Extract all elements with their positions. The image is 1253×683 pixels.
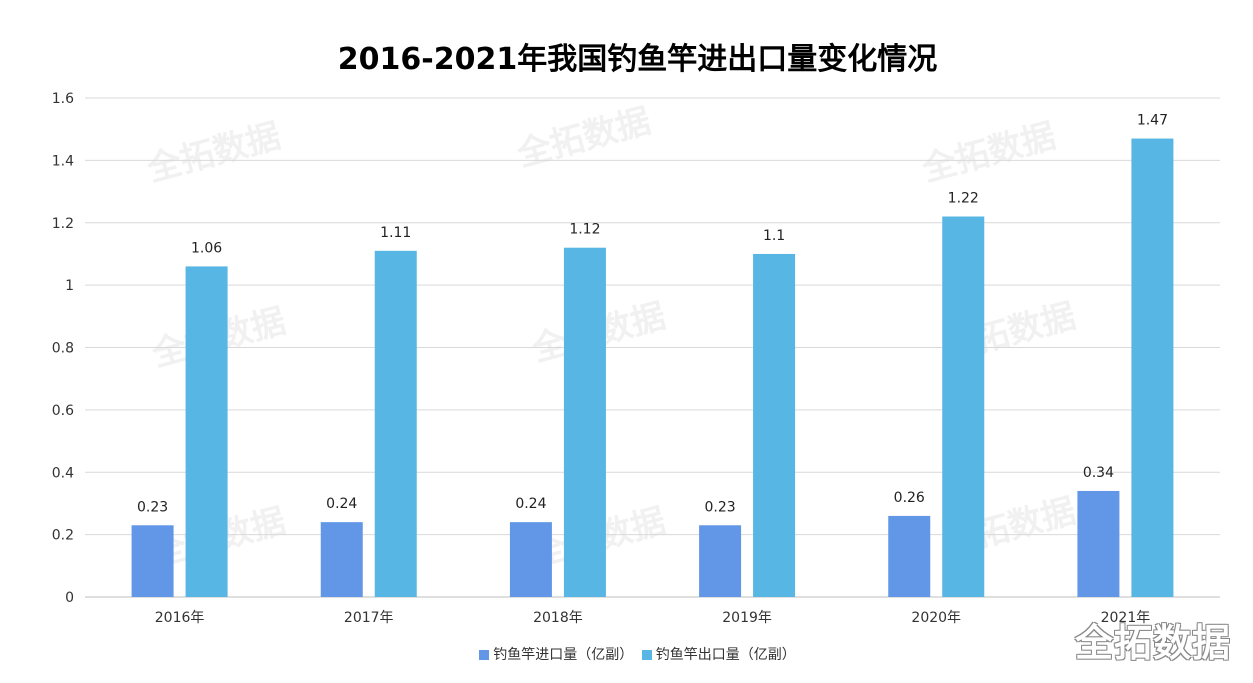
bar-export [374, 250, 417, 597]
bar-import [131, 525, 174, 597]
legend-swatch [479, 650, 490, 660]
y-tick-label: 0.2 [52, 528, 74, 544]
y-tick-label: 0.6 [52, 403, 74, 419]
y-tick-label: 1.6 [52, 91, 74, 107]
data-label: 1.22 [948, 191, 979, 207]
y-tick-label: 1 [65, 278, 74, 294]
legend-item-import: 钓鱼竿进口量（亿副） [479, 644, 633, 664]
y-tick-label: 1.4 [52, 153, 74, 169]
y-tick-label: 0.8 [52, 341, 74, 357]
data-label: 0.23 [137, 499, 168, 515]
chart-title: 2016-2021年我国钓鱼竿进出口量变化情况 [337, 42, 938, 77]
bar-import [509, 522, 552, 597]
data-label: 0.24 [326, 496, 357, 512]
bar-export [1131, 138, 1174, 597]
data-label: 0.24 [515, 496, 546, 512]
x-tick-label: 2017年 [344, 610, 394, 626]
data-label: 1.1 [763, 228, 785, 244]
bar-export [563, 247, 606, 597]
x-tick-label: 2021年 [1101, 610, 1151, 626]
x-tick-label: 2018年 [533, 610, 583, 626]
data-label: 0.34 [1083, 465, 1114, 481]
bar-import [320, 522, 363, 597]
bar-import [1077, 490, 1120, 597]
y-tick-label: 1.2 [52, 216, 74, 232]
legend-item-export: 钓鱼竿出口量（亿副） [641, 644, 796, 664]
x-tick-label: 2019年 [722, 610, 772, 626]
data-label: 1.47 [1137, 113, 1168, 129]
data-label: 0.23 [704, 499, 735, 515]
bar-export [185, 266, 228, 597]
watermark-logo: 全拓数据 [1075, 621, 1232, 665]
x-tick-label: 2016年 [155, 610, 205, 626]
bar-import [888, 515, 931, 597]
legend-swatch [641, 650, 652, 660]
data-label: 0.26 [894, 490, 925, 506]
data-label: 1.11 [380, 225, 411, 241]
x-tick-label: 2020年 [911, 610, 961, 626]
data-label: 1.06 [191, 240, 222, 256]
bar-import [699, 525, 742, 597]
legend-label: 钓鱼竿进口量（亿副） [493, 647, 634, 663]
bar-export [942, 216, 985, 597]
y-tick-label: 0.4 [52, 465, 74, 481]
data-label: 1.12 [569, 222, 600, 238]
bar-export [753, 253, 796, 597]
legend-label: 钓鱼竿出口量（亿副） [655, 647, 796, 663]
y-tick-label: 0 [65, 590, 74, 606]
legend: 钓鱼竿进口量（亿副） 钓鱼竿出口量（亿副） [0, 644, 1253, 664]
